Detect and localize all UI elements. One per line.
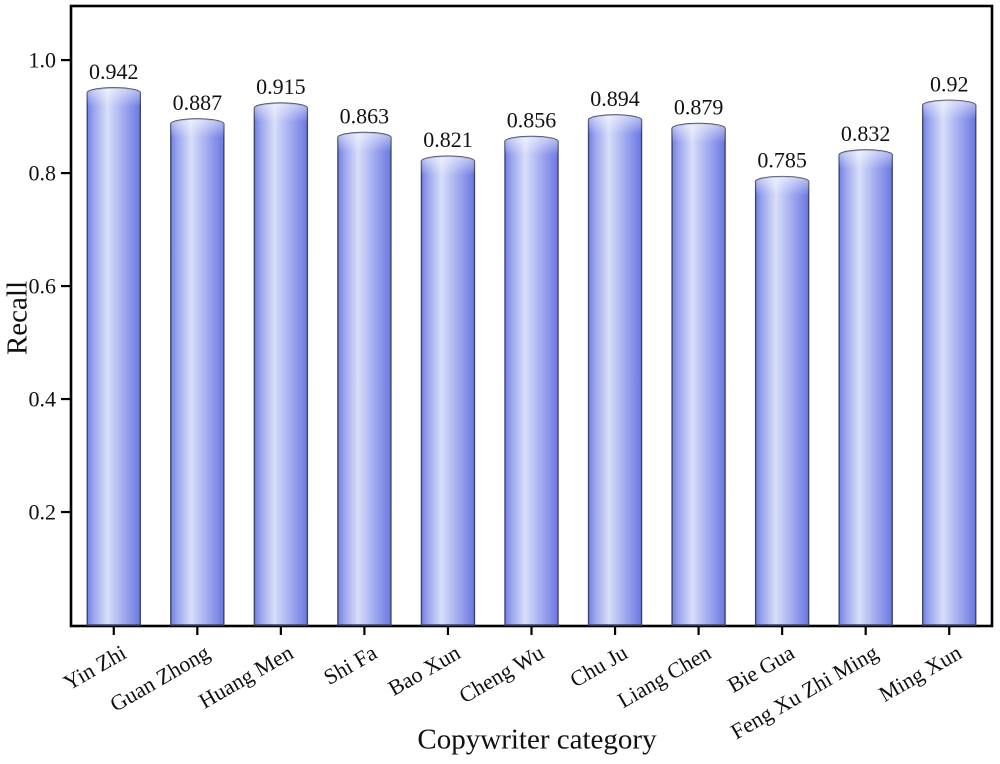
- bar-value-label: 0.887: [173, 90, 223, 115]
- bar: [170, 118, 225, 626]
- bar-value-label: 0.821: [423, 127, 473, 152]
- bar-cap-highlight: [588, 114, 642, 134]
- x-tick-label: Chu Ju: [566, 640, 632, 693]
- y-tick-label: 1.0: [29, 48, 57, 73]
- bar-cap-highlight: [505, 136, 558, 156]
- bar-value-label: 0.894: [590, 86, 640, 111]
- x-tick-label: Liang Chen: [613, 640, 715, 713]
- bar: [253, 102, 309, 626]
- bar: [587, 114, 643, 626]
- x-tick-label: Huang Men: [194, 640, 297, 714]
- x-tick-label: Feng Xu Zhi Ming: [726, 640, 882, 744]
- bar-cap-highlight: [839, 150, 893, 170]
- bar: [420, 155, 476, 626]
- bar-cap-highlight: [755, 176, 809, 196]
- bar-value-label: 0.785: [757, 148, 807, 173]
- bar-cap-highlight: [672, 123, 726, 143]
- x-axis-label: Copywriter category: [417, 723, 657, 756]
- y-tick-label: 0.4: [29, 387, 57, 412]
- bar-value-label: 0.856: [507, 107, 557, 132]
- x-tick-label: Shi Fa: [319, 640, 381, 690]
- y-tick-label: 0.8: [29, 161, 57, 186]
- bar-cap-highlight: [254, 103, 308, 123]
- bar-value-label: 0.942: [89, 59, 139, 84]
- bar: [337, 131, 392, 626]
- bar-value-label: 0.832: [841, 121, 891, 146]
- bar-value-label: 0.863: [340, 103, 390, 128]
- bar-cap-highlight: [170, 118, 224, 138]
- x-tick-label: Ming Xun: [874, 640, 965, 707]
- bar: [671, 122, 726, 626]
- bar-value-label: 0.92: [930, 71, 969, 96]
- y-tick-label: 0.6: [29, 274, 57, 299]
- y-tick-label: 0.2: [29, 500, 57, 525]
- bar: [86, 87, 141, 626]
- bar: [922, 99, 977, 626]
- bar-cap-highlight: [922, 100, 976, 120]
- bar: [754, 175, 810, 626]
- bar-cap-highlight: [87, 87, 141, 107]
- bar: [838, 149, 893, 626]
- bar: [504, 135, 559, 626]
- x-tick-label: Cheng Wu: [455, 640, 548, 708]
- x-tick-label: Bao Xun: [384, 640, 465, 701]
- bar-value-label: 0.879: [674, 94, 724, 119]
- bar-cap-highlight: [421, 156, 475, 176]
- bar-value-label: 0.915: [256, 74, 306, 99]
- bar-cap-highlight: [337, 132, 391, 152]
- y-axis-label: Recall: [1, 280, 34, 356]
